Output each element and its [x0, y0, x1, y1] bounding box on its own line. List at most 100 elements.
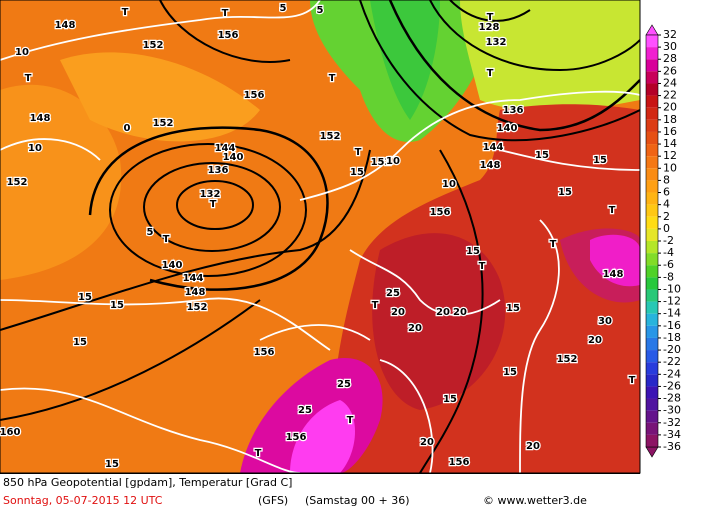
- colorbar-band: [646, 289, 658, 302]
- contour-label: 15: [350, 167, 364, 178]
- very-hot-zone: [290, 400, 355, 473]
- colorbar-label: 30: [663, 40, 677, 53]
- footer-date: Sonntag, 05-07-2015 12 UTC: [3, 494, 163, 507]
- contour-label: 15: [593, 155, 607, 166]
- contour-label: 156: [286, 432, 307, 443]
- colorbar-label: 2: [663, 210, 670, 223]
- colorbar-label: -14: [663, 307, 681, 320]
- colorbar-label: -22: [663, 355, 681, 368]
- contour-label: 140: [223, 152, 244, 163]
- very-hot-zone: [590, 234, 640, 287]
- contour-label: T: [550, 239, 557, 250]
- contour-label: 5: [147, 227, 154, 238]
- colorbar-label: -30: [663, 404, 681, 417]
- colorbar-label: -26: [663, 379, 681, 392]
- contour-label: 15: [506, 303, 520, 314]
- colorbar-band: [646, 47, 658, 60]
- colorbar-label: 32: [663, 28, 677, 41]
- colorbar-label: -34: [663, 428, 681, 441]
- colorbar-band: [646, 131, 658, 145]
- colorbar-label: -12: [663, 295, 681, 308]
- geopotential-contours: [0, 0, 640, 473]
- colorbar-label: -18: [663, 331, 681, 344]
- colorbar-band: [646, 253, 658, 266]
- contour-label: 15: [535, 150, 549, 161]
- colorbar-band: [646, 35, 658, 48]
- contour-label: 152: [7, 177, 28, 188]
- colorbar-label: 10: [663, 161, 677, 174]
- contour-label: 152: [320, 131, 341, 142]
- contour-label: 160: [0, 427, 20, 438]
- contour-label: 144: [483, 142, 504, 153]
- colorbar-band: [646, 119, 658, 132]
- contour-label: 20: [588, 335, 602, 346]
- colorbar-label: -36: [663, 440, 681, 453]
- colorbar-band: [646, 168, 658, 181]
- colorbar-label: -10: [663, 282, 681, 295]
- contour-label: 20: [436, 307, 450, 318]
- map-field: [0, 0, 640, 473]
- footer-run: (Samstag 00 + 36): [305, 494, 410, 507]
- contour-label: 156: [449, 457, 470, 468]
- contour-label: 156: [254, 347, 275, 358]
- contour-label: 0: [124, 123, 131, 134]
- contour-label: T: [479, 261, 486, 272]
- contour-label: T: [355, 147, 362, 158]
- contour-label: 128: [479, 22, 500, 33]
- contour-label: 15: [503, 367, 517, 378]
- colorbar-label: 6: [663, 186, 670, 199]
- colorbar-label: 4: [663, 198, 670, 211]
- contour-label: 20: [408, 323, 422, 334]
- contour-label: T: [487, 68, 494, 79]
- contour-label: 15: [466, 246, 480, 257]
- contour-label: 15: [558, 187, 572, 198]
- contour-label: 15: [105, 459, 119, 470]
- contour-label: 25: [386, 288, 400, 299]
- contour-label: 20: [526, 441, 540, 452]
- colorbar-label: -28: [663, 392, 681, 405]
- colorbar-cap: [645, 446, 659, 458]
- contour-label: 20: [420, 437, 434, 448]
- cool-zone: [460, 0, 640, 112]
- contour-label: 156: [244, 90, 265, 101]
- contour-label: 20: [453, 307, 467, 318]
- colorbar-label: -6: [663, 258, 674, 271]
- colorbar-label: -4: [663, 246, 674, 259]
- contour-label: T: [222, 8, 229, 19]
- contour-label: 144: [183, 273, 204, 284]
- colorbar-cap: [645, 24, 659, 36]
- colorbar-band: [646, 107, 658, 120]
- colorbar-band: [646, 192, 658, 205]
- contour-label: T: [347, 415, 354, 426]
- contour-label: 148: [603, 269, 624, 280]
- contour-label: 10: [28, 143, 42, 154]
- colorbar-label: 26: [663, 64, 677, 77]
- contour-label: 136: [208, 165, 229, 176]
- footer-model: (GFS): [258, 494, 288, 507]
- contour-label: 5: [317, 5, 324, 16]
- contour-label: 5: [280, 3, 287, 14]
- colorbar-label: -16: [663, 319, 681, 332]
- colorbar-band: [646, 144, 658, 157]
- contour-label: T: [629, 375, 636, 386]
- contour-label: 25: [298, 405, 312, 416]
- colorbar-band: [646, 337, 658, 351]
- warm-zone: [0, 84, 122, 281]
- contour-label: T: [255, 448, 262, 459]
- colorbar-label: -2: [663, 234, 674, 247]
- colorbar-label: -32: [663, 416, 681, 429]
- colorbar-band: [646, 410, 658, 423]
- colorbar-band: [646, 374, 658, 387]
- colorbar-band: [646, 216, 658, 229]
- contour-label: 15: [78, 292, 92, 303]
- colorbar-band: [646, 350, 658, 363]
- colorbar-label: 28: [663, 52, 677, 65]
- contour-label: 148: [30, 113, 51, 124]
- contour-label: T: [329, 73, 336, 84]
- contour-label: T: [487, 12, 494, 23]
- colorbar-label: 22: [663, 89, 677, 102]
- contour-label: 152: [187, 302, 208, 313]
- colorbar-label: 20: [663, 101, 677, 114]
- colorbar-label: 12: [663, 149, 677, 162]
